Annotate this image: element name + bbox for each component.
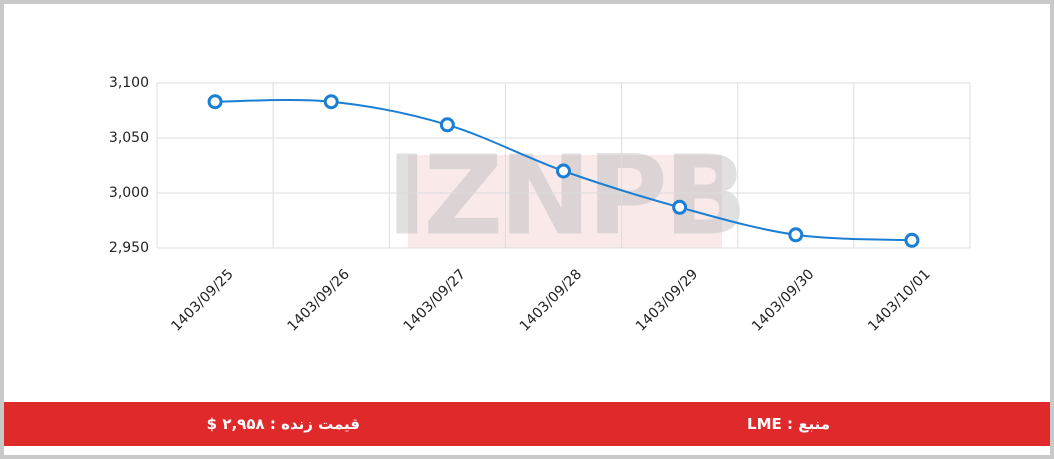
point	[788, 227, 804, 243]
point	[439, 117, 455, 133]
y-tick-label: 3,050	[109, 130, 149, 146]
x-tick-label: 1403/09/30	[749, 266, 817, 334]
footer-bar: منبع : LME قیمت زنده : ۲,۹۵۸ $	[4, 402, 1050, 446]
point	[207, 94, 223, 110]
live-price: قیمت زنده : ۲,۹۵۸ $	[206, 415, 360, 433]
y-tick-label: 3,100	[109, 75, 149, 91]
chart: IZNPB 2,950 3,000 3,050 3,100 1403/09/25 1403…	[109, 75, 971, 335]
watermark: IZNPB	[386, 131, 743, 259]
x-tick-label: 1403/09/28	[517, 266, 585, 334]
point	[556, 163, 571, 179]
y-tick-label: 3,000	[109, 185, 149, 201]
point	[904, 232, 920, 248]
source: منبع : LME	[747, 415, 830, 433]
point	[323, 94, 339, 110]
x-tick-label: 1403/09/27	[401, 266, 469, 334]
x-tick-label: 1403/09/25	[168, 266, 236, 334]
x-tick-label: 1403/10/01	[865, 266, 933, 334]
y-tick-label: 2,950	[109, 240, 149, 256]
x-tick-label: 1403/09/29	[633, 266, 701, 334]
x-tick-label: 1403/09/26	[284, 266, 352, 334]
point	[672, 199, 688, 215]
